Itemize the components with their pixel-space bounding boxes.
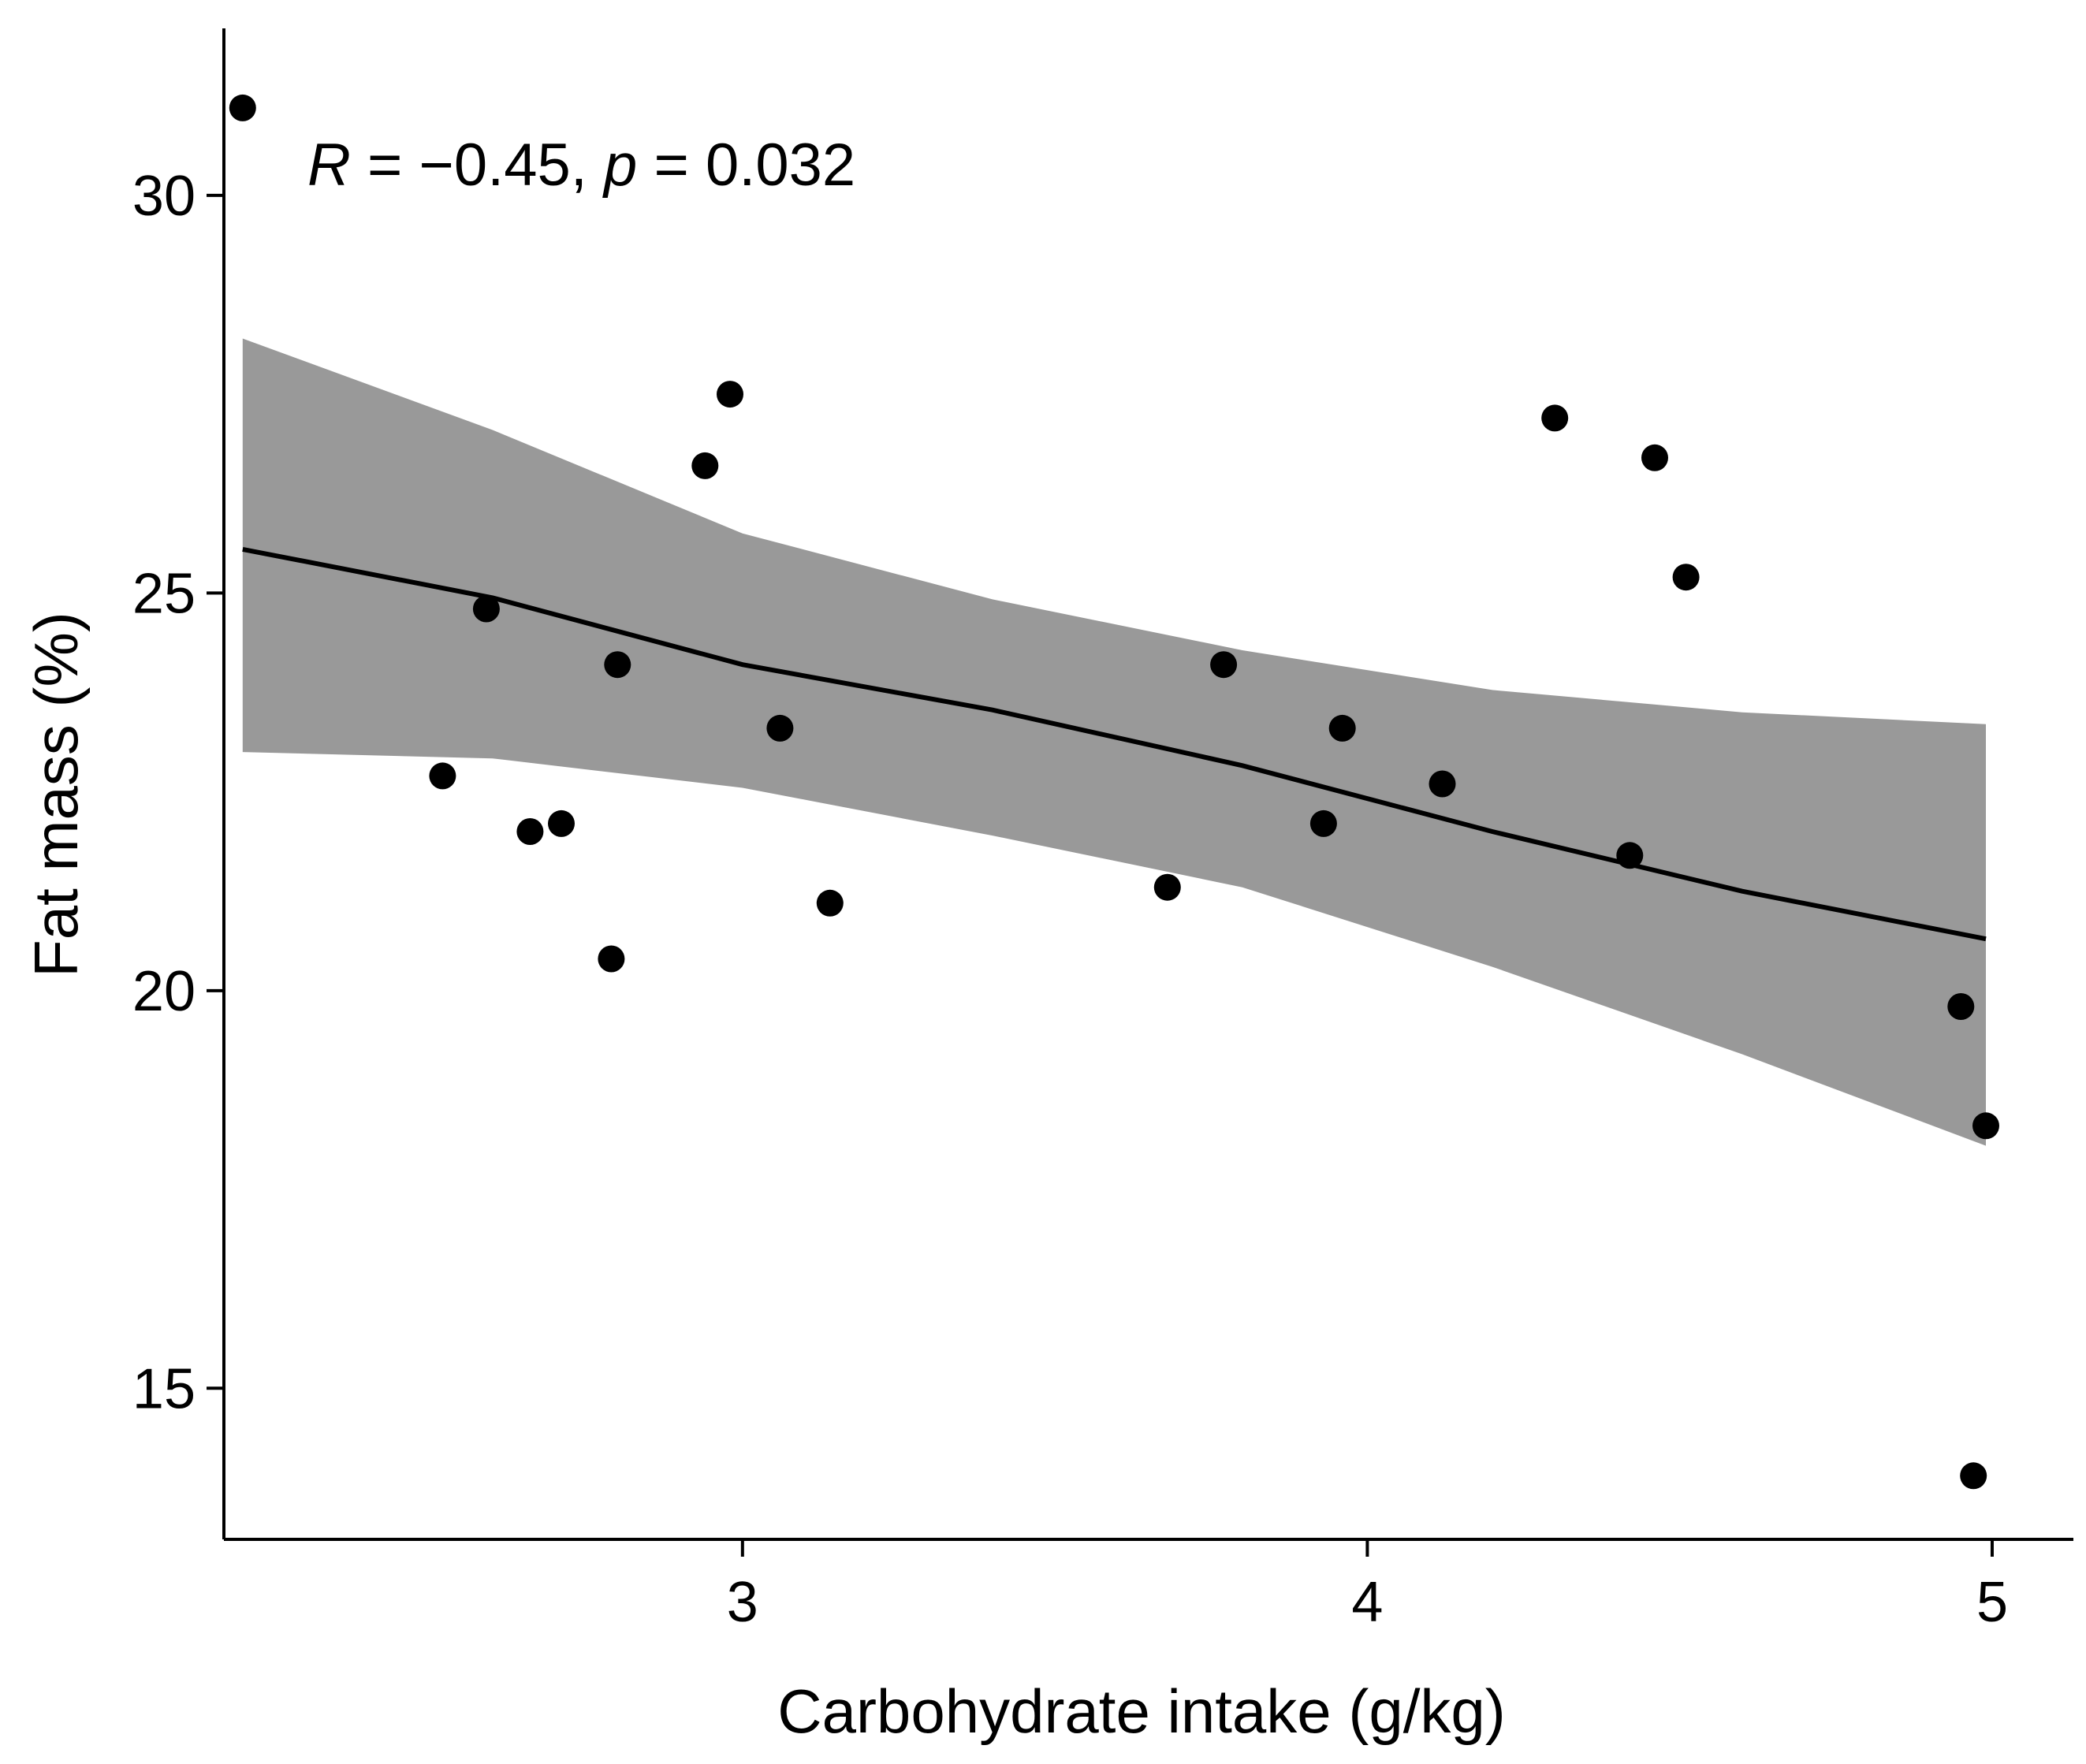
data-point xyxy=(1309,809,1337,837)
regression-line xyxy=(242,546,1987,942)
y-tick-label: 15 xyxy=(132,1357,196,1420)
data-point xyxy=(1541,404,1569,432)
data-point xyxy=(1328,714,1356,742)
x-axis-title: Carbohydrate intake (g/kg) xyxy=(777,1677,1505,1746)
data-point xyxy=(691,452,719,479)
data-point xyxy=(229,94,256,121)
x-axis-ticks: 3 4 5 xyxy=(727,1539,2008,1634)
data-point xyxy=(1947,993,1975,1020)
data-point xyxy=(1616,842,1644,869)
data-point xyxy=(548,809,575,837)
x-tick-label: 5 xyxy=(1976,1571,2008,1634)
data-point xyxy=(1641,444,1668,471)
confidence-band-layer xyxy=(242,338,1986,1146)
y-tick-label: 25 xyxy=(132,562,196,625)
data-point xyxy=(604,651,631,679)
y-tick-label: 20 xyxy=(132,960,196,1023)
x-tick-label: 4 xyxy=(1351,1571,1383,1634)
p-symbol: p xyxy=(602,132,637,199)
y-axis-title: Fat mass (%) xyxy=(21,612,91,977)
y-tick-label: 30 xyxy=(132,165,196,228)
data-point xyxy=(1960,1462,1987,1490)
x-tick-label: 3 xyxy=(727,1571,758,1634)
data-point xyxy=(816,889,844,917)
data-point xyxy=(1210,651,1238,679)
data-point xyxy=(1153,873,1181,901)
confidence-band xyxy=(242,338,1986,1146)
data-point xyxy=(717,381,743,408)
data-point xyxy=(1972,1112,1999,1140)
fit-line-layer xyxy=(242,546,1987,942)
data-point xyxy=(598,945,625,973)
correlation-annotation: R = −0.45, p = 0.032 xyxy=(307,132,855,199)
data-point xyxy=(472,595,500,623)
data-point xyxy=(1429,770,1456,798)
data-point xyxy=(429,762,456,790)
data-points-layer xyxy=(229,94,1999,1490)
r-value-text: = −0.45, xyxy=(351,132,604,199)
p-value-text: = 0.032 xyxy=(637,132,855,199)
r-symbol: R xyxy=(307,132,351,199)
data-point xyxy=(766,714,794,742)
y-axis-ticks: 15 20 25 30 xyxy=(132,165,224,1420)
data-point xyxy=(516,818,544,845)
data-point xyxy=(1672,564,1700,591)
